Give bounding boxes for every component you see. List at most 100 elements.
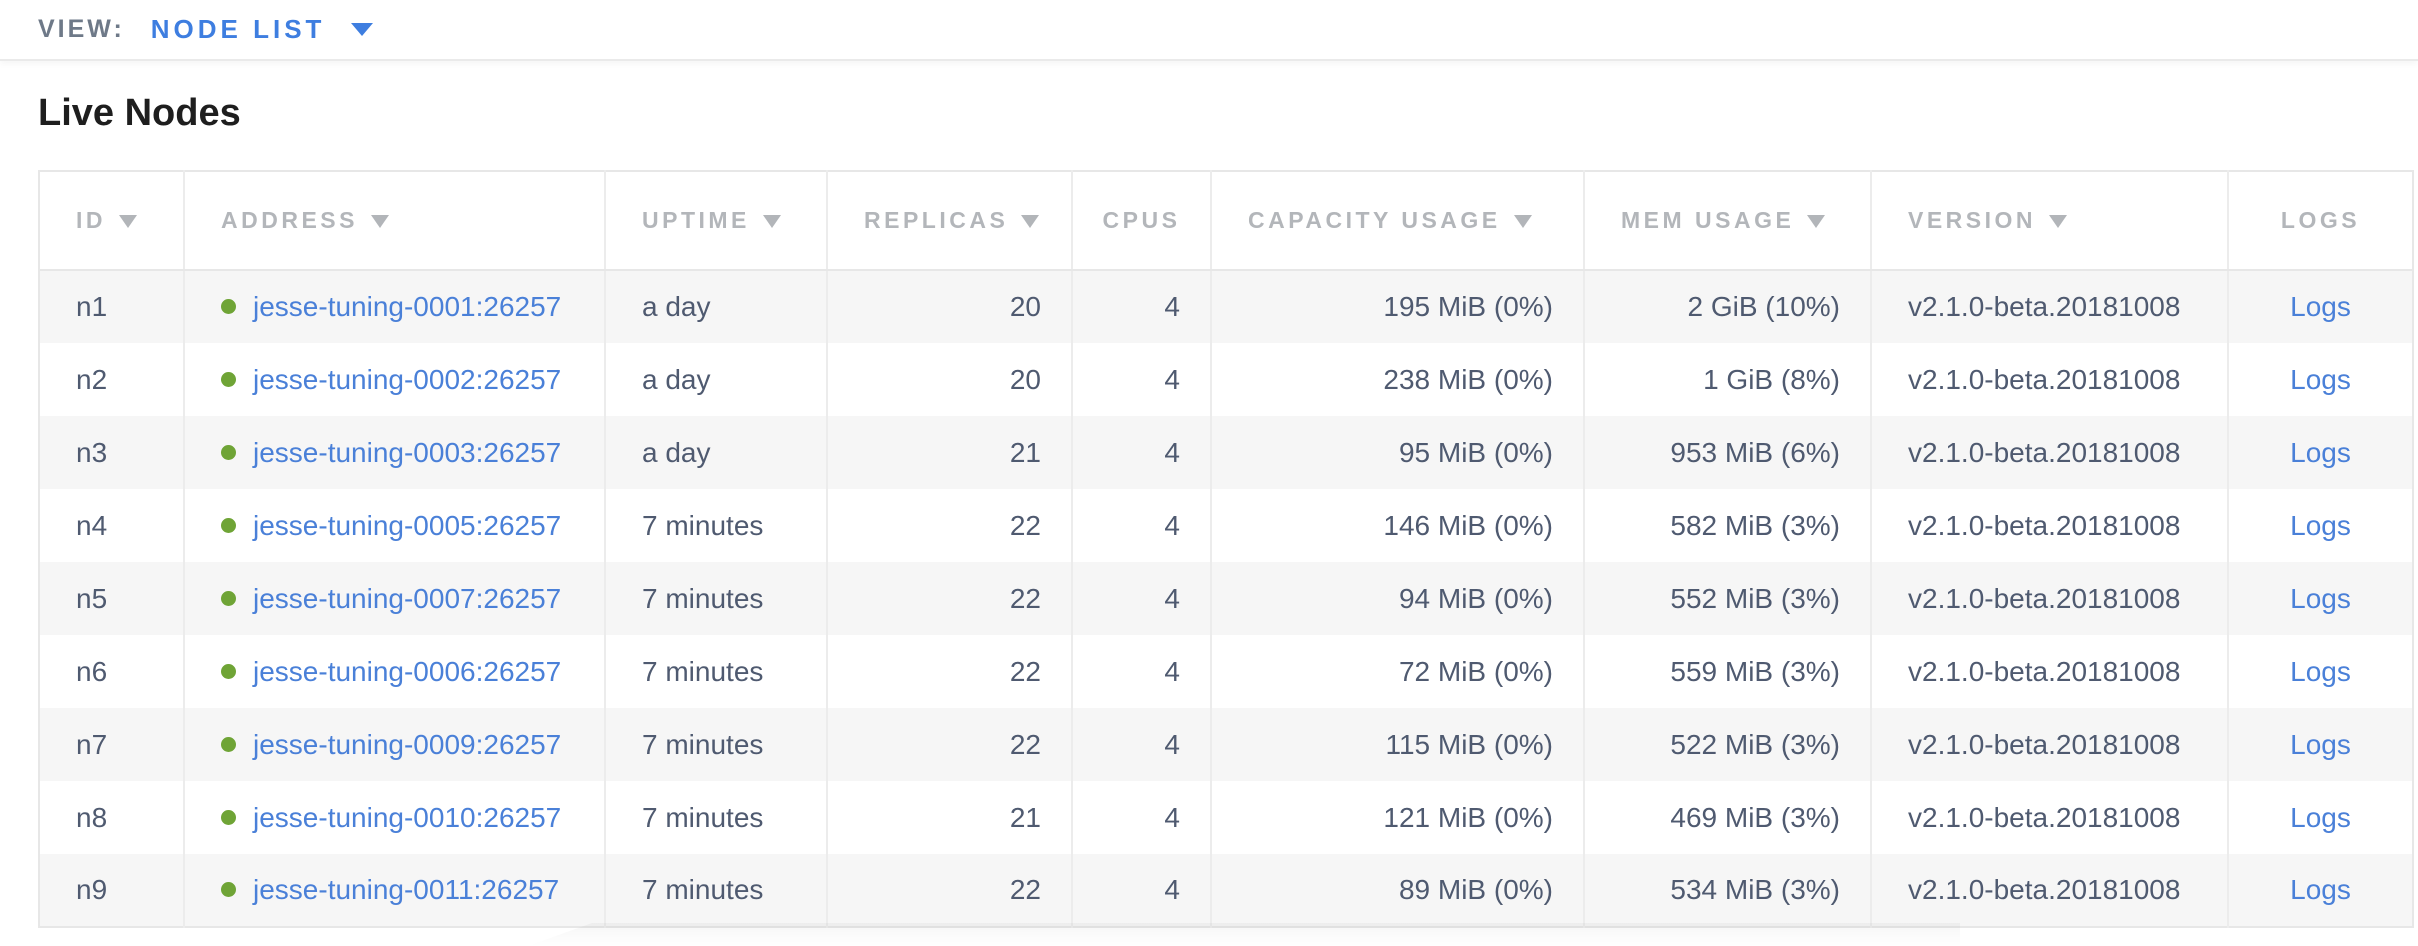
cell-version: v2.1.0-beta.20181008 xyxy=(1870,343,2228,416)
cell-address: jesse-tuning-0010:26257 xyxy=(183,781,605,854)
cell-version: v2.1.0-beta.20181008 xyxy=(1870,489,2228,562)
logs-link[interactable]: Logs xyxy=(2290,291,2351,322)
column-header-version[interactable]: VERSION xyxy=(1870,171,2228,271)
cell-id: n1 xyxy=(76,291,108,322)
cell-capacity: 94 MiB (0%) xyxy=(1210,562,1584,635)
cell-uptime: 7 minutes xyxy=(604,854,827,927)
cell-logs: Logs xyxy=(2227,708,2413,781)
node-live-status-icon xyxy=(221,590,236,606)
cell-mem: 582 MiB (3%) xyxy=(1583,489,1871,562)
table-row: n7 jesse-tuning-0009:26257 7 minutes 22 4 115… xyxy=(39,708,2413,781)
cell-cpus: 4 xyxy=(1071,562,1211,635)
cell-capacity: 72 MiB (0%) xyxy=(1210,635,1584,708)
sort-desc-arrow-icon xyxy=(370,215,389,228)
cell-id: n3 xyxy=(76,436,108,468)
column-header-mem[interactable]: MEM USAGE xyxy=(1583,171,1871,271)
cell-cpus: 4 xyxy=(1071,416,1211,489)
logs-link[interactable]: Logs xyxy=(2290,363,2351,395)
column-header-replicas[interactable]: REPLICAS xyxy=(826,171,1072,271)
cell-capacity: 238 MiB (0%) xyxy=(1210,343,1584,416)
cell-replicas: 22 xyxy=(826,635,1072,708)
cell-replicas: 22 xyxy=(826,562,1072,635)
node-address-link[interactable]: jesse-tuning-0007:26257 xyxy=(253,582,562,614)
cell-version: v2.1.0-beta.20181008 xyxy=(1870,270,2228,343)
node-live-status-icon xyxy=(221,736,236,752)
table-row: n8 jesse-tuning-0010:26257 7 minutes 21 4 121… xyxy=(39,781,2413,854)
logs-link[interactable]: Logs xyxy=(2290,874,2351,905)
node-live-status-icon xyxy=(221,371,236,387)
column-header-label: CAPACITY USAGE xyxy=(1248,207,1501,233)
cell-uptime: a day xyxy=(604,343,827,416)
column-header-label: REPLICAS xyxy=(864,207,1009,233)
cell-uptime: a day xyxy=(604,416,827,489)
node-live-status-icon xyxy=(221,663,236,679)
cell-id: n5 xyxy=(76,582,108,614)
cell-version: v2.1.0-beta.20181008 xyxy=(1870,781,2228,854)
cell-address: jesse-tuning-0002:26257 xyxy=(183,343,605,416)
node-address-link[interactable]: jesse-tuning-0006:26257 xyxy=(253,655,562,687)
logs-link[interactable]: Logs xyxy=(2290,801,2351,833)
cell-cpus: 4 xyxy=(1071,343,1211,416)
cell-capacity: 95 MiB (0%) xyxy=(1210,416,1584,489)
logs-link[interactable]: Logs xyxy=(2290,655,2351,687)
sort-desc-arrow-icon xyxy=(762,215,781,228)
node-address-link[interactable]: jesse-tuning-0003:26257 xyxy=(253,436,562,468)
cell-replicas: 22 xyxy=(826,708,1072,781)
column-header-address[interactable]: ADDRESS xyxy=(183,171,605,271)
table-row: n4 jesse-tuning-0005:26257 7 minutes 22 4 146… xyxy=(39,489,2413,562)
column-header-uptime[interactable]: UPTIME xyxy=(604,171,827,271)
column-header-label: UPTIME xyxy=(642,207,750,233)
cell-replicas: 20 xyxy=(826,270,1072,343)
cell-uptime: 7 minutes xyxy=(604,562,827,635)
logs-link[interactable]: Logs xyxy=(2290,728,2351,760)
cell-id: n9 xyxy=(76,874,108,905)
logs-link[interactable]: Logs xyxy=(2290,582,2351,614)
node-address-link[interactable]: jesse-tuning-0010:26257 xyxy=(253,801,562,833)
table-row: n3 jesse-tuning-0003:26257 a day 21 4 95 MiB … xyxy=(39,416,2413,489)
node-address-link[interactable]: jesse-tuning-0005:26257 xyxy=(253,509,562,541)
cell-version: v2.1.0-beta.20181008 xyxy=(1870,635,2228,708)
node-address-link[interactable]: jesse-tuning-0011:26257 xyxy=(253,874,560,905)
cell-mem: 2 GiB (10%) xyxy=(1583,270,1871,343)
cell-logs: Logs xyxy=(2227,270,2413,343)
node-live-status-icon xyxy=(221,299,236,315)
cell-mem: 552 MiB (3%) xyxy=(1583,562,1871,635)
column-header-label: ID xyxy=(76,207,106,233)
view-dropdown[interactable]: NODE LIST xyxy=(151,14,374,45)
logs-link[interactable]: Logs xyxy=(2290,436,2351,468)
sort-desc-arrow-icon xyxy=(1807,215,1826,228)
column-header-label: VERSION xyxy=(1908,207,2037,233)
node-address-link[interactable]: jesse-tuning-0009:26257 xyxy=(253,728,562,760)
view-dropdown-value: NODE LIST xyxy=(150,14,326,44)
live-nodes-table: ID ADDRESS UPTIME REPLICAS CPUS CAPACITY USAG… xyxy=(38,170,2414,928)
table-header-row: ID ADDRESS UPTIME REPLICAS CPUS CAPACITY USAG… xyxy=(39,171,2413,271)
sort-desc-arrow-icon xyxy=(2049,215,2068,228)
cell-replicas: 21 xyxy=(826,781,1072,854)
table-row: n1 jesse-tuning-0001:26257 a day 20 4 195 MiB… xyxy=(39,270,2413,343)
cell-logs: Logs xyxy=(2227,416,2413,489)
node-live-status-icon xyxy=(221,444,236,460)
column-header-logs: LOGS xyxy=(2227,171,2413,271)
cell-id: n7 xyxy=(76,728,108,760)
cell-replicas: 22 xyxy=(826,854,1072,927)
cell-uptime: 7 minutes xyxy=(604,708,827,781)
cell-version: v2.1.0-beta.20181008 xyxy=(1870,562,2228,635)
node-address-link[interactable]: jesse-tuning-0001:26257 xyxy=(253,291,562,322)
cell-address: jesse-tuning-0006:26257 xyxy=(183,635,605,708)
cell-id: n6 xyxy=(76,655,108,687)
cell-cpus: 4 xyxy=(1071,781,1211,854)
logs-link[interactable]: Logs xyxy=(2290,509,2351,541)
cell-uptime: a day xyxy=(604,270,827,343)
node-address-link[interactable]: jesse-tuning-0002:26257 xyxy=(253,363,562,395)
column-header-label: CPUS xyxy=(1102,207,1181,233)
cell-replicas: 22 xyxy=(826,489,1072,562)
cell-logs: Logs xyxy=(2227,343,2413,416)
cell-version: v2.1.0-beta.20181008 xyxy=(1870,854,2228,927)
column-header-id[interactable]: ID xyxy=(39,171,184,271)
cell-id: n4 xyxy=(76,509,108,541)
cell-mem: 469 MiB (3%) xyxy=(1583,781,1871,854)
cell-capacity: 146 MiB (0%) xyxy=(1210,489,1584,562)
chevron-down-icon xyxy=(351,23,374,36)
column-header-capacity[interactable]: CAPACITY USAGE xyxy=(1210,171,1584,271)
column-header-label: MEM USAGE xyxy=(1621,207,1795,233)
